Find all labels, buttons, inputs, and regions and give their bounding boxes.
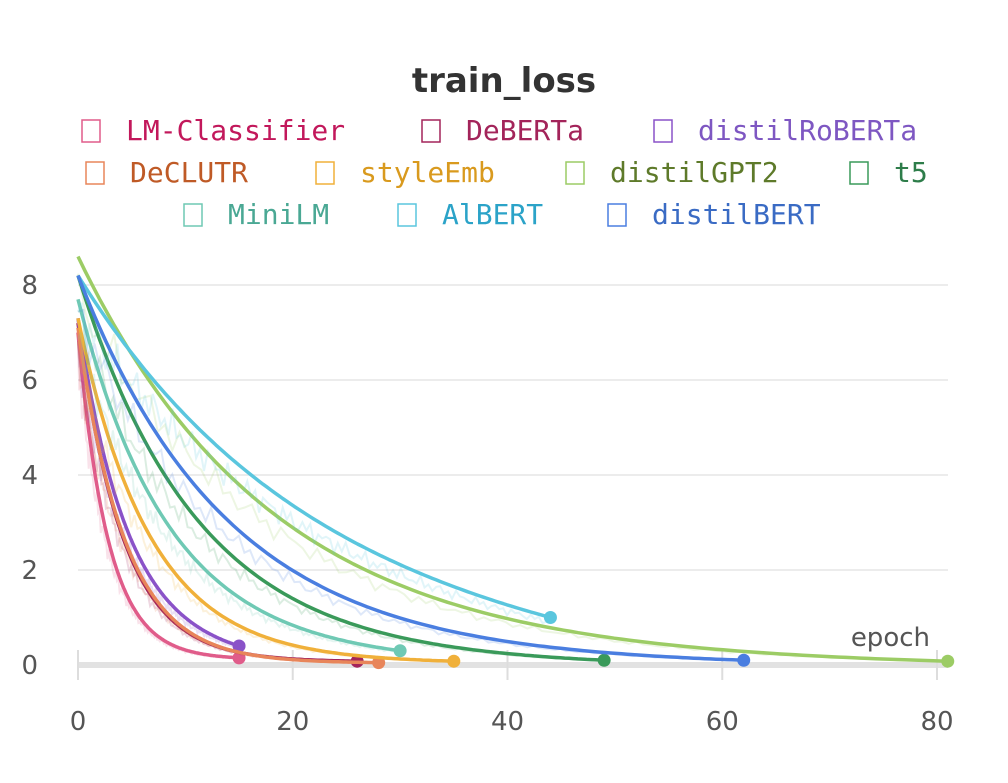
series-distilbert xyxy=(76,274,751,667)
legend-swatch xyxy=(183,203,203,227)
grid-lines xyxy=(78,284,948,668)
y-tick-label: 0 xyxy=(21,651,38,681)
series-line xyxy=(76,332,240,660)
y-tick-label: 2 xyxy=(21,556,38,586)
series-raw-line xyxy=(77,332,401,654)
series-end-point xyxy=(393,644,407,658)
series-end-point xyxy=(737,653,751,667)
legend-item-styleemb[interactable]: styleEmb xyxy=(315,156,495,189)
x-axis-ticks: 0 20 40 60 80 xyxy=(70,650,954,737)
legend-swatch xyxy=(565,161,585,185)
legend-item-distilgpt2[interactable]: distilGPT2 xyxy=(565,156,779,189)
y-axis-ticks: 0 2 4 6 8 xyxy=(21,271,38,681)
x-tick-label: 0 xyxy=(70,707,87,737)
series-line xyxy=(76,274,605,663)
x-tick-label: 20 xyxy=(276,707,309,737)
legend-item-distilroberta[interactable]: distilRoBERTa xyxy=(653,114,917,147)
series-raw-line xyxy=(77,302,551,625)
legend: LM-Classifier DeBERTa distilRoBERTa DeCLUTR… xyxy=(81,114,928,231)
legend-swatch xyxy=(397,203,417,227)
legend-swatch xyxy=(81,119,101,143)
series-line xyxy=(76,298,401,653)
legend-swatch xyxy=(653,119,673,143)
series-raw-line xyxy=(77,341,379,664)
series-line xyxy=(76,317,454,663)
legend-label: t5 xyxy=(894,156,928,189)
series-line xyxy=(76,255,948,663)
legend-item-lm-classifier[interactable]: LM-Classifier xyxy=(81,114,345,147)
series-raw-line xyxy=(77,308,744,662)
legend-label: DeBERTa xyxy=(466,114,584,147)
legend-label: distilRoBERTa xyxy=(698,114,917,147)
x-tick-label: 40 xyxy=(491,707,524,737)
legend-label: DeCLUTR xyxy=(130,156,248,189)
legend-swatch xyxy=(849,161,869,185)
x-axis-label: epoch xyxy=(851,623,930,653)
series-end-point xyxy=(447,654,461,668)
series-styleemb xyxy=(76,317,461,668)
series-line xyxy=(76,274,744,663)
legend-item-minilm[interactable]: MiniLM xyxy=(183,198,329,231)
series-minilm xyxy=(76,298,407,658)
y-tick-label: 6 xyxy=(21,366,38,396)
legend-swatch xyxy=(315,161,335,185)
legend-label: distilGPT2 xyxy=(610,156,779,189)
series-line xyxy=(76,274,551,620)
legend-label: AlBERT xyxy=(442,198,543,231)
series-distilgpt2 xyxy=(76,255,955,668)
legend-item-deberta[interactable]: DeBERTa xyxy=(421,114,584,147)
series-end-point xyxy=(232,639,246,653)
chart-title: train_loss xyxy=(412,61,596,101)
legend-swatch xyxy=(607,203,627,227)
x-tick-label: 60 xyxy=(706,707,739,737)
y-tick-label: 8 xyxy=(21,271,38,301)
x-tick-label: 80 xyxy=(920,707,953,737)
series-lines xyxy=(76,255,955,670)
legend-item-t5[interactable]: t5 xyxy=(849,156,928,189)
legend-item-declutr[interactable]: DeCLUTR xyxy=(85,156,248,189)
series-end-point xyxy=(941,654,955,668)
series-albert xyxy=(76,274,557,625)
legend-swatch xyxy=(421,119,441,143)
legend-item-albert[interactable]: AlBERT xyxy=(397,198,543,231)
series-t5 xyxy=(76,274,611,667)
series-end-point xyxy=(543,611,557,624)
series-line xyxy=(76,327,379,665)
y-tick-label: 4 xyxy=(21,461,38,491)
series-declutr xyxy=(76,327,386,670)
legend-item-distilbert[interactable]: distilBERT xyxy=(607,198,821,231)
legend-label: LM-Classifier xyxy=(126,114,345,147)
legend-label: distilBERT xyxy=(652,198,821,231)
legend-label: MiniLM xyxy=(228,198,329,231)
series-end-point xyxy=(597,653,611,667)
legend-label: styleEmb xyxy=(360,156,495,189)
legend-swatch xyxy=(85,161,105,185)
series-raw-line xyxy=(77,273,948,663)
series-line xyxy=(76,318,240,648)
